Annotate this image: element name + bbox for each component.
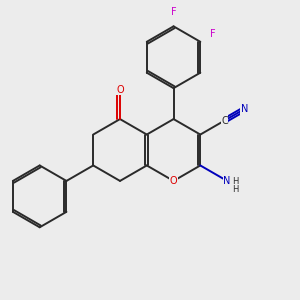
Text: H: H: [232, 177, 239, 186]
Text: F: F: [171, 7, 176, 16]
Text: N: N: [224, 176, 231, 186]
Text: O: O: [170, 176, 177, 186]
Text: C: C: [221, 116, 228, 126]
Text: F: F: [210, 29, 216, 39]
Text: N: N: [241, 104, 248, 114]
Text: O: O: [116, 85, 124, 95]
Text: H: H: [232, 185, 239, 194]
